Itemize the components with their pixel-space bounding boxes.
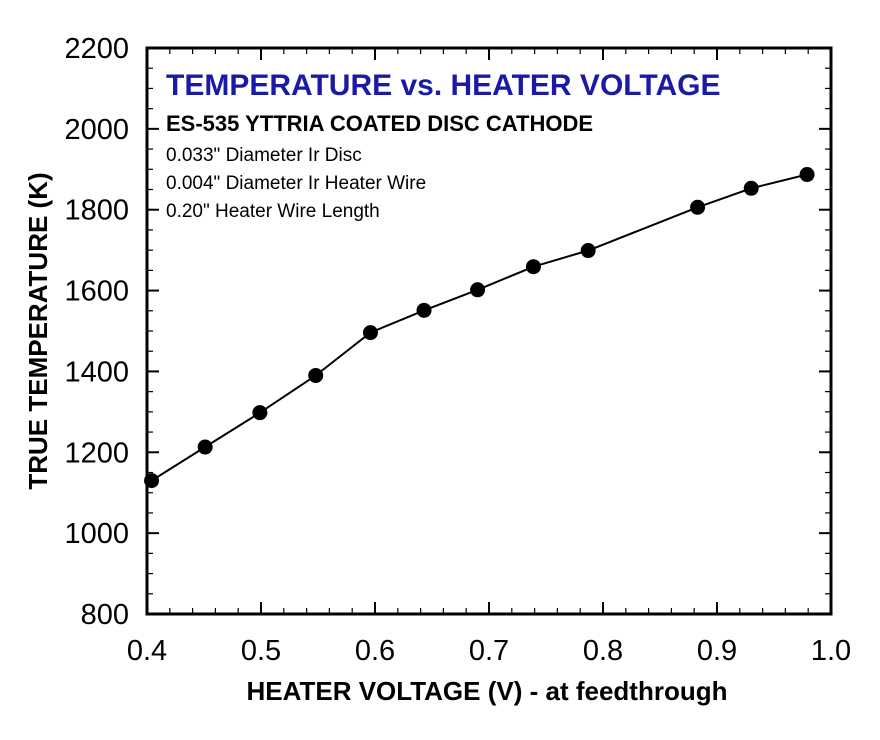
y-tick-label: 1000 bbox=[64, 518, 129, 550]
y-tick-label: 1400 bbox=[64, 356, 129, 388]
chart-subtitle: ES-535 YTTRIA COATED DISC CATHODE bbox=[166, 111, 593, 136]
note-wire-length: 0.20" Heater Wire Length bbox=[166, 201, 380, 222]
x-axis-title: HEATER VOLTAGE (V) - at feedthrough bbox=[247, 676, 728, 706]
y-tick-label: 1200 bbox=[64, 437, 129, 469]
y-tick-label: 1600 bbox=[64, 276, 129, 308]
x-tick-labels: 0.4 0.5 0.6 0.7 0.8 0.9 1.0 bbox=[127, 635, 851, 667]
x-tick-label: 0.6 bbox=[355, 635, 395, 667]
y-tick-label: 2000 bbox=[64, 114, 129, 146]
chart-title: TEMPERATURE vs. HEATER VOLTAGE bbox=[166, 69, 721, 102]
y-axis-title: TRUE TEMPERATURE (K) bbox=[23, 172, 53, 489]
data-point bbox=[525, 259, 541, 275]
data-point bbox=[470, 282, 486, 298]
data-point bbox=[252, 405, 268, 421]
series-line bbox=[151, 173, 808, 482]
data-point bbox=[308, 367, 324, 383]
data-point bbox=[362, 325, 378, 341]
data-point bbox=[799, 167, 815, 183]
x-tick-label: 0.8 bbox=[583, 635, 623, 667]
y-tick-label: 800 bbox=[81, 599, 129, 631]
x-tick-label: 1.0 bbox=[811, 635, 851, 667]
data-point bbox=[416, 302, 432, 318]
x-tick-label: 0.9 bbox=[697, 635, 737, 667]
note-disc-diameter: 0.033" Diameter Ir Disc bbox=[166, 145, 362, 166]
plot-frame bbox=[145, 46, 833, 616]
x-tick-label: 0.5 bbox=[241, 635, 281, 667]
y-tick-label: 1800 bbox=[64, 195, 129, 227]
data-point bbox=[144, 473, 160, 489]
series-layer bbox=[144, 167, 815, 489]
y-tick-label: 2200 bbox=[64, 33, 129, 65]
data-point bbox=[743, 180, 759, 196]
x-tick-label: 0.7 bbox=[469, 635, 509, 667]
data-point bbox=[197, 439, 213, 455]
x-tick-label: 0.4 bbox=[127, 635, 167, 667]
y-tick-labels: 800 1000 1200 1400 1600 1800 2000 2200 bbox=[64, 33, 129, 631]
data-point bbox=[580, 243, 596, 259]
data-point bbox=[690, 199, 706, 215]
note-wire-diameter: 0.004" Diameter Ir Heater Wire bbox=[166, 173, 426, 194]
